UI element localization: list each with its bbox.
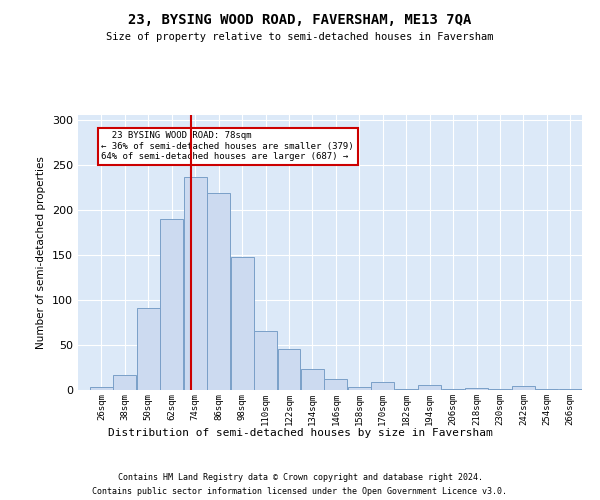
Text: Contains public sector information licensed under the Open Government Licence v3: Contains public sector information licen…: [92, 488, 508, 496]
Bar: [465, 388, 488, 390]
Bar: [137, 308, 160, 390]
Bar: [90, 388, 113, 390]
Text: Distribution of semi-detached houses by size in Faversham: Distribution of semi-detached houses by …: [107, 428, 493, 438]
Text: 23, BYSING WOOD ROAD, FAVERSHAM, ME13 7QA: 23, BYSING WOOD ROAD, FAVERSHAM, ME13 7Q…: [128, 12, 472, 26]
Bar: [371, 382, 394, 390]
Bar: [559, 389, 582, 390]
Bar: [442, 389, 464, 390]
Y-axis label: Number of semi-detached properties: Number of semi-detached properties: [37, 156, 46, 349]
Text: Contains HM Land Registry data © Crown copyright and database right 2024.: Contains HM Land Registry data © Crown c…: [118, 472, 482, 482]
Bar: [230, 258, 254, 390]
Bar: [348, 388, 371, 390]
Bar: [535, 389, 558, 390]
Bar: [395, 389, 418, 390]
Text: 23 BYSING WOOD ROAD: 78sqm  
← 36% of semi-detached houses are smaller (379)
64%: 23 BYSING WOOD ROAD: 78sqm ← 36% of semi…: [101, 131, 354, 161]
Bar: [184, 177, 206, 390]
Text: Size of property relative to semi-detached houses in Faversham: Size of property relative to semi-detach…: [106, 32, 494, 42]
Bar: [278, 348, 301, 390]
Bar: [418, 384, 441, 390]
Bar: [160, 218, 183, 390]
Bar: [254, 332, 277, 390]
Bar: [301, 370, 324, 390]
Bar: [325, 379, 347, 390]
Bar: [207, 192, 230, 390]
Bar: [113, 374, 136, 390]
Bar: [488, 389, 511, 390]
Bar: [512, 386, 535, 390]
